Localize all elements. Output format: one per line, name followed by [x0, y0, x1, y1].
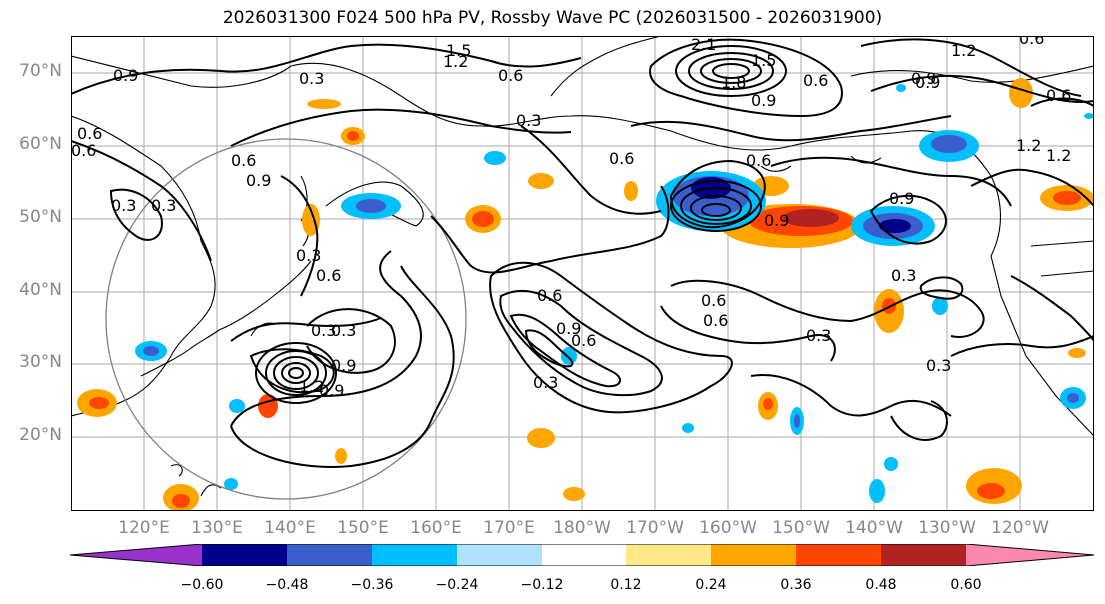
contour-label: 0.3 — [331, 321, 356, 340]
contour-label: 0.9 — [751, 91, 776, 110]
colorbar-segment — [881, 544, 966, 566]
longitude-label: 140°W — [845, 518, 903, 538]
colorbar-segment — [626, 544, 711, 566]
contour-label: 0.3 — [299, 69, 324, 88]
contour-label: 1.5 — [446, 41, 471, 60]
contour-label: 1.2 — [1016, 136, 1041, 155]
contour-label: 0.9 — [889, 189, 914, 208]
contour-label: 0.3 — [111, 196, 136, 215]
colorbar-tick-label: −0.36 — [350, 577, 394, 593]
longitude-label: 160°W — [699, 518, 757, 538]
colorbar-tick-label: 0.24 — [695, 577, 727, 593]
colorbar — [70, 544, 1095, 566]
contour-label: 0.9 — [911, 69, 936, 88]
latitude-label: 50°N — [19, 207, 62, 227]
colorbar-tick-label: −0.60 — [180, 577, 224, 593]
colorbar-tick-label: 0.60 — [950, 577, 982, 593]
contour-label: 0.9 — [764, 211, 789, 230]
contour-label: 2.1 — [691, 36, 716, 54]
latitude-label: 70°N — [19, 61, 62, 81]
latitude-label: 30°N — [19, 352, 62, 372]
latitude-label: 60°N — [19, 134, 62, 154]
latitude-label: 40°N — [19, 280, 62, 300]
longitude-label: 150°W — [772, 518, 830, 538]
colorbar-segment — [457, 544, 542, 566]
contour-label: 0.3 — [311, 321, 336, 340]
colorbar-tick-label: 0.36 — [780, 577, 812, 593]
contour-label: 0.9 — [113, 66, 138, 85]
contour-label: 0.9 — [246, 171, 271, 190]
contour-label: 1.5 — [751, 51, 776, 70]
pv-contours — [71, 38, 1094, 468]
contour-label: 0.6 — [77, 124, 102, 143]
colorbar-segment — [542, 544, 626, 566]
longitude-label: 150°E — [337, 518, 389, 538]
longitude-label: 130°E — [191, 518, 243, 538]
contour-label: 0.6 — [1019, 36, 1044, 48]
contour-label: 0.3 — [891, 266, 916, 285]
contour-label: 1.2 — [443, 52, 468, 71]
longitude-label: 170°E — [483, 518, 535, 538]
colorbar-segment — [796, 544, 881, 566]
contour-label: 0.3 — [533, 373, 558, 392]
map-panel: 0.9 0.3 1.5 1.2 0.6 0.3 0.6 0.3 0.6 0.9 … — [71, 36, 1094, 511]
contour-label: 1.8 — [721, 73, 746, 92]
longitude-label: 130°W — [918, 518, 976, 538]
contour-label: 0.3 — [806, 326, 831, 345]
contour-label: 0.9 — [556, 319, 581, 338]
contour-label: 0.9 — [319, 381, 344, 400]
longitude-label: 170°W — [626, 518, 684, 538]
longitude-label: 160°E — [410, 518, 462, 538]
contour-label: 0.6 — [71, 141, 96, 160]
contour-label: 1.2 — [1046, 146, 1071, 165]
contour-label: 0.6 — [1046, 86, 1071, 105]
colorbar-tick-label: 0.12 — [610, 577, 642, 593]
colorbar-segment — [966, 544, 1094, 566]
coastlines — [71, 36, 1094, 497]
contour-label: 0.6 — [609, 149, 634, 168]
colorbar-tick-label: −0.24 — [435, 577, 479, 593]
longitude-label: 120°E — [118, 518, 170, 538]
colorbar-segment — [287, 544, 372, 566]
highlight-circle — [105, 138, 467, 500]
latitude-label: 20°N — [19, 425, 62, 445]
contour-label: 1.2 — [299, 377, 324, 396]
colorbar-outline — [70, 544, 1095, 566]
longitude-label: 120°W — [991, 518, 1049, 538]
longitude-label: 180°W — [553, 518, 611, 538]
contour-label: 0.6 — [701, 291, 726, 310]
colorbar-segment — [372, 544, 457, 566]
contour-label: 0.6 — [316, 266, 341, 285]
colorbar-tick-label: 0.48 — [865, 577, 897, 593]
contour-label: 0.6 — [746, 151, 771, 170]
contour-label: 0.3 — [926, 356, 951, 375]
gridlines — [71, 36, 1094, 511]
contour-label: 0.3 — [296, 246, 321, 265]
contour-label: 0.3 — [151, 196, 176, 215]
colorbar-segment — [202, 544, 287, 566]
contour-label: 1.2 — [951, 41, 976, 60]
colorbar-segment — [711, 544, 796, 566]
colorbar-tick-label: −0.12 — [520, 577, 564, 593]
contour-label: 0.6 — [571, 331, 596, 350]
longitude-label: 140°E — [264, 518, 316, 538]
contour-label: 0.6 — [537, 286, 562, 305]
colorbar-tick-label: −0.48 — [265, 577, 309, 593]
contour-label: 0.3 — [516, 111, 541, 130]
contour-label: 0.6 — [803, 71, 828, 90]
contour-label: 0.9 — [331, 356, 356, 375]
chart-title: 2026031300 F024 500 hPa PV, Rossby Wave … — [222, 8, 883, 28]
contour-label: 0.6 — [231, 151, 256, 170]
contour-label: 0.6 — [498, 66, 523, 85]
contour-label: 0.9 — [915, 73, 940, 92]
colorbar-segment — [70, 544, 202, 566]
contour-labels: 0.9 0.3 1.5 1.2 0.6 0.3 0.6 0.3 0.6 0.9 … — [71, 36, 1071, 400]
contour-label: 0.6 — [703, 311, 728, 330]
map-frame — [71, 36, 1094, 511]
